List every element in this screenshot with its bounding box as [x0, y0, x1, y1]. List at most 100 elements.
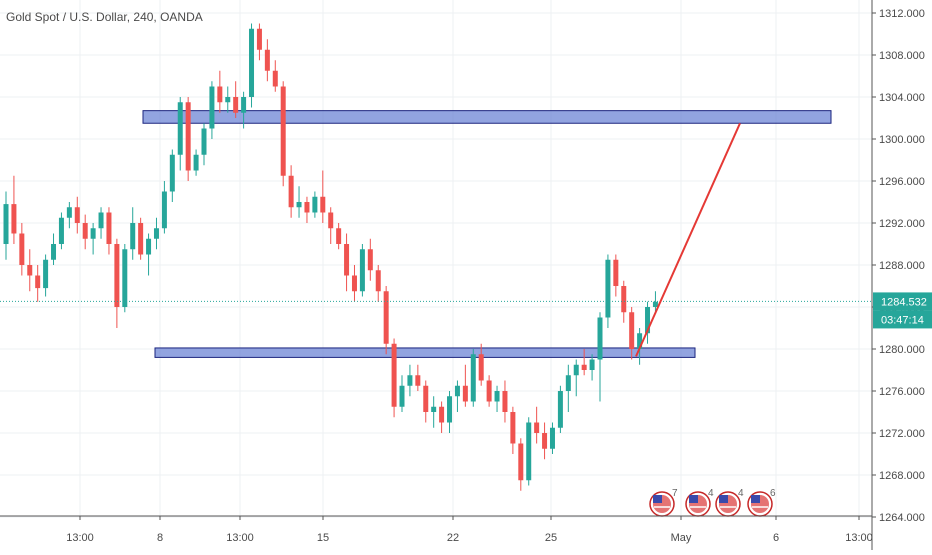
candle-body	[431, 406, 437, 412]
candle-body	[637, 333, 643, 349]
candle-body	[534, 422, 540, 433]
candle	[375, 265, 381, 302]
candle	[605, 254, 611, 328]
candle	[367, 238, 373, 281]
candle-body	[581, 364, 587, 370]
x-tick-label: 15	[317, 532, 329, 544]
candle	[486, 375, 492, 407]
candle-body	[320, 196, 326, 213]
candle-body	[185, 102, 191, 171]
candle-body	[280, 86, 286, 176]
candle-body	[264, 49, 270, 71]
candle	[66, 202, 72, 229]
candle-body	[106, 212, 112, 244]
candle	[272, 60, 278, 92]
candle	[328, 207, 334, 244]
candle-body	[66, 207, 72, 218]
candle-body	[161, 191, 167, 229]
support-zone[interactable]	[154, 347, 696, 358]
drawing-layer[interactable]	[142, 110, 832, 358]
candle-body	[217, 86, 223, 103]
x-tick-label: 8	[157, 532, 163, 544]
candle-body	[447, 396, 453, 423]
y-tick-label: 1288.000	[879, 260, 925, 272]
candle-body	[169, 154, 175, 192]
candle-body	[249, 28, 255, 97]
candle	[106, 207, 112, 255]
candle-body	[565, 375, 571, 391]
y-tick-label: 1308.000	[879, 50, 925, 62]
candle-body	[652, 301, 658, 307]
event-flag-icon[interactable]: 6	[747, 488, 776, 517]
candle-body	[518, 443, 524, 481]
candle	[58, 212, 64, 250]
y-tick-label: 1312.000	[879, 8, 925, 20]
candle-body	[58, 217, 64, 244]
x-tick-label: 22	[447, 532, 459, 544]
candle-body	[233, 97, 239, 113]
candle-body	[138, 223, 144, 255]
candle-body	[573, 364, 579, 376]
candle	[114, 238, 120, 328]
candle-body	[613, 259, 619, 286]
resistance-zone[interactable]	[142, 110, 832, 124]
time-axis[interactable]: 13:00 8 13:00 15 22 25 May 6 13:00	[0, 515, 873, 544]
current-price-label: 1284.532	[881, 296, 927, 308]
candle	[542, 422, 548, 460]
candle-body	[526, 422, 532, 481]
x-tick-label: May	[671, 532, 692, 544]
candle	[19, 223, 25, 276]
y-tick-label: 1300.000	[879, 134, 925, 146]
candle-body	[153, 228, 159, 239]
candle	[439, 401, 445, 433]
chart-title: Gold Spot / U.S. Dollar, 240, OANDA	[6, 10, 203, 24]
flag-canton	[719, 495, 728, 503]
candle	[225, 86, 231, 113]
y-tick-label: 1280.000	[879, 344, 925, 356]
x-tick-label: 25	[545, 532, 557, 544]
candle	[573, 359, 579, 397]
candle-body	[542, 433, 548, 449]
candle-body	[272, 70, 278, 87]
candle	[462, 364, 468, 407]
candle	[82, 214, 88, 250]
candle-body	[454, 385, 460, 397]
candle	[415, 364, 421, 391]
candle	[518, 438, 524, 491]
candle-body	[312, 196, 318, 213]
candle-body	[11, 204, 17, 234]
candle-body	[645, 307, 651, 334]
candle	[510, 406, 516, 454]
candle-body	[82, 223, 88, 239]
candle	[130, 207, 136, 260]
candle-body	[359, 249, 365, 292]
x-tick-label: 13:00	[66, 532, 94, 544]
candle-body	[98, 212, 104, 229]
candle-body	[423, 385, 429, 412]
flag-canton	[751, 495, 760, 503]
candle-body	[51, 244, 57, 260]
candle	[296, 186, 302, 218]
x-tick-label: 13:00	[845, 532, 873, 544]
price-axis[interactable]: 1312.000 1308.000 1304.000 1300.000 1296.000…	[871, 0, 932, 550]
candle	[98, 207, 104, 239]
candle-body	[201, 128, 207, 155]
candle-body	[375, 270, 381, 292]
candle	[3, 191, 9, 260]
candle	[185, 97, 191, 181]
candle-body	[336, 228, 342, 244]
candle	[359, 244, 365, 297]
candle	[454, 380, 460, 412]
candle	[256, 23, 262, 61]
candle	[217, 70, 223, 113]
candle	[549, 422, 555, 454]
event-flag-icon[interactable]: 4	[715, 488, 744, 517]
candle	[312, 191, 318, 218]
event-flag-icon[interactable]: 7	[649, 488, 678, 517]
candle-body	[605, 259, 611, 318]
candle-body	[478, 354, 484, 381]
candle	[153, 217, 159, 250]
candle	[233, 81, 239, 118]
